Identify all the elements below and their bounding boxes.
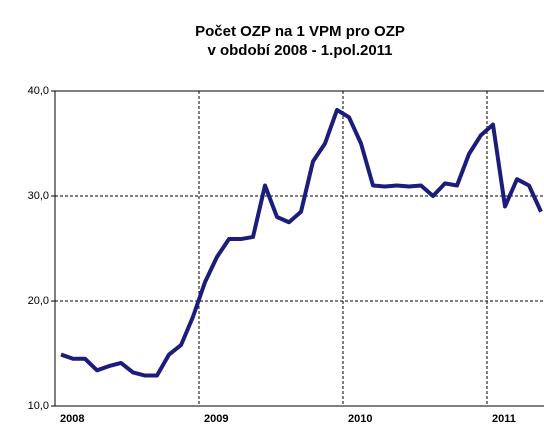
chart-title: Počet OZP na 1 VPM pro OZP [195, 23, 405, 40]
x-tick-label: 2008 [60, 413, 84, 425]
y-tick-label: 30,0 [28, 190, 49, 202]
x-tick-label: 2010 [348, 413, 372, 425]
y-tick-label: 20,0 [28, 295, 49, 307]
y-tick-label: 10,0 [28, 400, 49, 412]
x-tick-label: 2011 [492, 413, 516, 425]
data-line [60, 107, 543, 378]
x-tick-label: 2009 [204, 413, 228, 425]
y-tick-label: 40,0 [28, 85, 49, 97]
chart-title: v období 2008 - 1.pol.2011 [207, 42, 392, 59]
